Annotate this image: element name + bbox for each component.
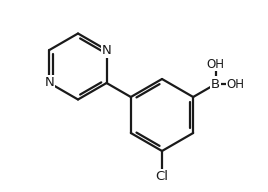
Text: OH: OH <box>207 57 225 70</box>
Text: N: N <box>44 76 54 89</box>
Text: B: B <box>211 78 220 90</box>
Text: Cl: Cl <box>155 170 169 184</box>
Text: OH: OH <box>227 78 245 90</box>
Text: N: N <box>102 44 111 56</box>
